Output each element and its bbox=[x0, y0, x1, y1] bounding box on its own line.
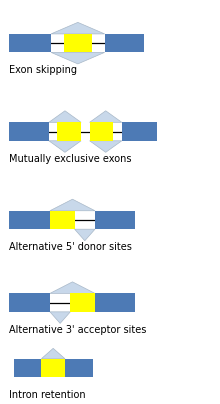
Bar bbox=[90, 122, 113, 141]
Polygon shape bbox=[49, 111, 81, 122]
Bar bbox=[95, 293, 135, 312]
Polygon shape bbox=[50, 312, 70, 323]
Polygon shape bbox=[51, 22, 105, 34]
Text: Intron retention: Intron retention bbox=[9, 390, 86, 400]
Polygon shape bbox=[75, 229, 95, 241]
Bar bbox=[9, 293, 50, 312]
Bar bbox=[65, 359, 93, 377]
Bar bbox=[13, 359, 41, 377]
Bar bbox=[95, 211, 135, 229]
Polygon shape bbox=[90, 111, 122, 122]
Bar bbox=[57, 122, 81, 141]
Bar bbox=[9, 34, 51, 53]
Polygon shape bbox=[41, 348, 65, 359]
Bar bbox=[105, 34, 144, 53]
Polygon shape bbox=[50, 282, 95, 293]
Bar bbox=[41, 359, 65, 377]
Bar bbox=[9, 122, 49, 141]
Text: Mutually exclusive exons: Mutually exclusive exons bbox=[9, 154, 132, 164]
Bar bbox=[9, 211, 50, 229]
Bar bbox=[50, 211, 75, 229]
Polygon shape bbox=[90, 141, 122, 152]
Bar bbox=[122, 122, 157, 141]
Polygon shape bbox=[50, 199, 95, 211]
Text: Exon skipping: Exon skipping bbox=[9, 65, 77, 76]
Bar bbox=[64, 34, 92, 53]
Polygon shape bbox=[51, 53, 105, 64]
Bar bbox=[70, 293, 95, 312]
Polygon shape bbox=[49, 141, 81, 152]
Text: Alternative 3' acceptor sites: Alternative 3' acceptor sites bbox=[9, 325, 147, 335]
Text: Alternative 5' donor sites: Alternative 5' donor sites bbox=[9, 242, 132, 252]
